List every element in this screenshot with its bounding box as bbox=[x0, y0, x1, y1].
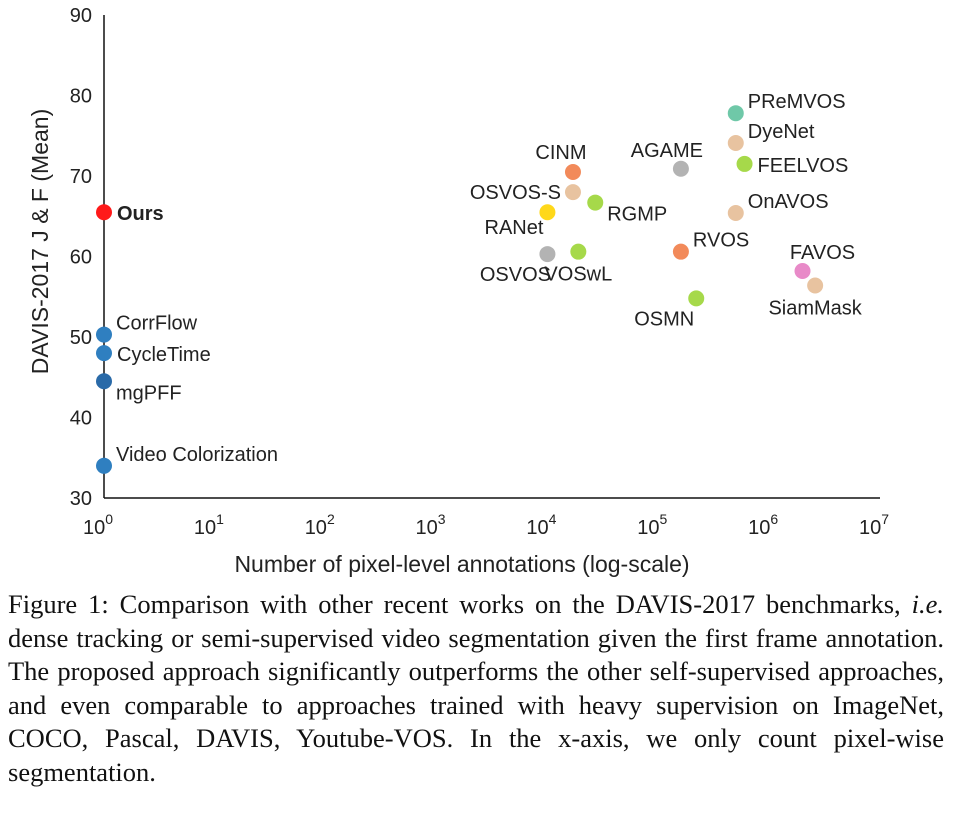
point-label: OSVOS-S bbox=[470, 182, 561, 204]
caption-text-2: dense tracking or semi-supervised video … bbox=[8, 622, 944, 787]
x-tick-label: 106 bbox=[748, 511, 778, 539]
point-label: CorrFlow bbox=[116, 313, 198, 335]
data-point bbox=[570, 243, 587, 260]
y-tick-label: 30 bbox=[70, 488, 92, 510]
data-point bbox=[587, 194, 604, 211]
data-point bbox=[807, 277, 824, 294]
figure-caption: Figure 1: Comparison with other recent w… bbox=[8, 588, 944, 789]
point-label: SiamMask bbox=[768, 297, 862, 319]
x-tick-label: 103 bbox=[416, 511, 446, 539]
point-label: RVOS bbox=[693, 230, 749, 252]
data-point bbox=[96, 326, 112, 343]
point-label: CycleTime bbox=[117, 344, 211, 366]
y-tick-label: 40 bbox=[70, 408, 92, 430]
point-label: PReMVOS bbox=[748, 91, 846, 113]
data-point bbox=[736, 155, 753, 172]
x-axis-ticks: 100 101 102 103 104 105 106 107 bbox=[83, 511, 889, 539]
point-label: AGAME bbox=[631, 140, 703, 162]
y-tick-label: 80 bbox=[70, 86, 92, 108]
point-label: RANet bbox=[485, 217, 544, 239]
data-point bbox=[672, 160, 689, 177]
data-point bbox=[539, 204, 556, 221]
point-label: CINM bbox=[535, 142, 586, 164]
y-tick-label: 70 bbox=[70, 166, 92, 188]
point-label: OSVOS bbox=[480, 264, 551, 286]
data-point bbox=[96, 373, 112, 390]
point-label: Ours bbox=[117, 203, 164, 225]
y-tick-label: 50 bbox=[70, 327, 92, 349]
data-points: Ours CorrFlow CycleTime mgPFF Video Coloriza… bbox=[96, 91, 863, 474]
x-tick-label: 105 bbox=[637, 511, 667, 539]
data-point bbox=[672, 243, 689, 260]
point-label: OnAVOS bbox=[748, 191, 829, 213]
data-point bbox=[727, 134, 744, 151]
caption-text-1: Figure 1: Comparison with other recent w… bbox=[8, 589, 912, 619]
y-axis-ticks: 30 40 50 60 70 80 90 bbox=[70, 5, 92, 510]
x-axis-title: Number of pixel-level annotations (log-s… bbox=[234, 551, 689, 577]
point-label: mgPFF bbox=[116, 382, 182, 404]
point-label: VOSwL bbox=[544, 264, 612, 286]
y-tick-label: 60 bbox=[70, 247, 92, 269]
y-tick-label: 90 bbox=[70, 5, 92, 27]
data-point bbox=[96, 457, 112, 474]
data-point bbox=[539, 246, 556, 263]
point-label: RGMP bbox=[607, 204, 667, 226]
x-tick-label: 104 bbox=[526, 511, 556, 539]
y-axis-title: DAVIS-2017 J & F (Mean) bbox=[27, 109, 53, 374]
data-point bbox=[564, 184, 581, 201]
x-tick-label: 101 bbox=[194, 511, 224, 539]
data-point bbox=[727, 105, 744, 122]
data-point bbox=[688, 290, 705, 307]
data-point bbox=[96, 345, 112, 362]
point-label: FAVOS bbox=[790, 242, 855, 264]
data-point bbox=[794, 262, 811, 279]
point-label: OSMN bbox=[634, 308, 694, 330]
point-label: Video Colorization bbox=[116, 444, 278, 466]
point-label: DyeNet bbox=[748, 121, 815, 143]
caption-italic: i.e. bbox=[911, 589, 944, 619]
data-point bbox=[727, 205, 744, 222]
data-point bbox=[96, 204, 112, 221]
data-point bbox=[564, 163, 581, 180]
x-tick-label: 100 bbox=[83, 511, 113, 539]
x-tick-label: 102 bbox=[305, 511, 335, 539]
point-label: FEELVOS bbox=[758, 155, 849, 177]
x-tick-label: 107 bbox=[859, 511, 889, 539]
